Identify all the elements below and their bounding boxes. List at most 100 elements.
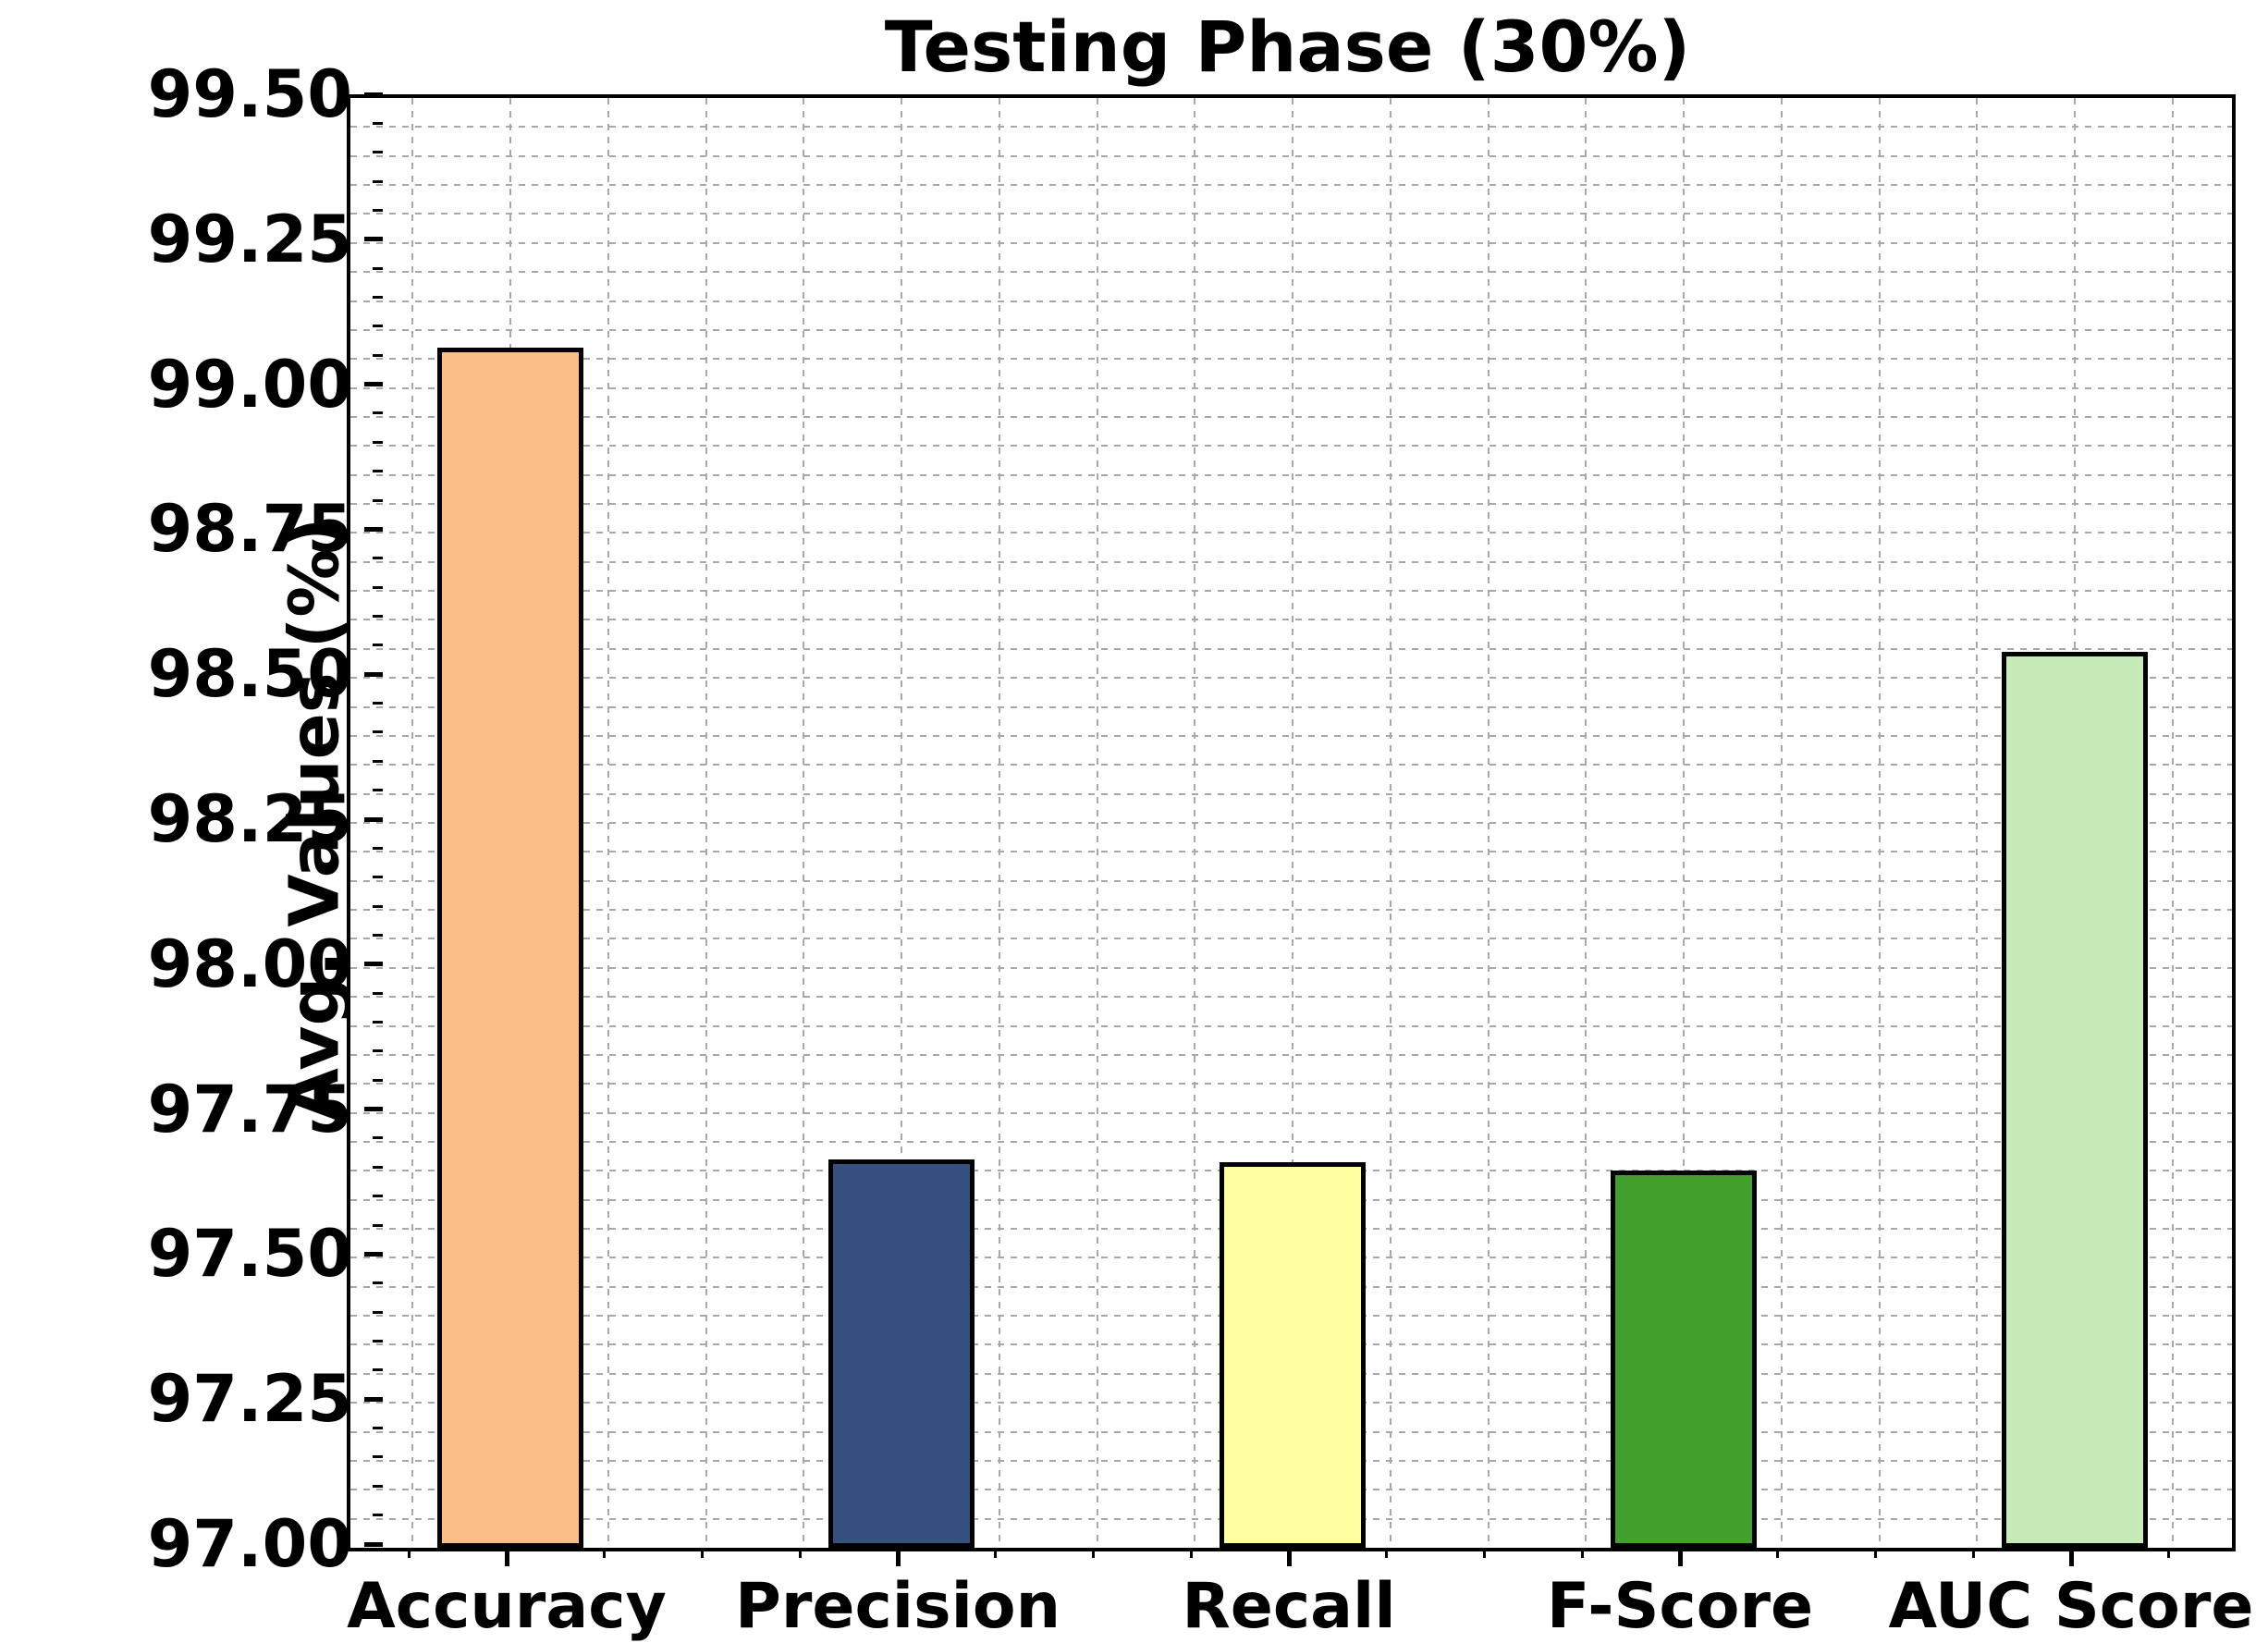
vertical-gridline [901,98,902,1548]
y-major-tick [364,1107,383,1112]
x-minor-tick [407,1548,411,1558]
y-major-tick [364,1541,383,1547]
y-major-tick [364,526,383,532]
y-minor-tick [373,1310,383,1314]
horizontal-gridline [350,851,2232,853]
y-major-tick [364,1251,383,1257]
horizontal-gridline [350,764,2232,766]
x-minor-tick [1385,1548,1389,1558]
y-minor-tick [373,1165,383,1169]
y-major-tick [364,962,383,967]
y-minor-tick [373,1136,383,1140]
vertical-gridline [1194,98,1196,1548]
vertical-gridline [998,98,1000,1548]
y-minor-tick [373,876,383,879]
vertical-gridline [1389,98,1391,1548]
x-minor-tick [1580,1548,1584,1558]
vertical-gridline [1780,98,1783,1548]
vertical-gridline [607,98,609,1548]
y-minor-tick [373,759,383,763]
y-minor-tick [373,904,383,908]
y-minor-tick [373,730,383,734]
y-minor-tick [373,991,383,995]
horizontal-gridline [350,300,2232,302]
x-category-label: Precision [734,1570,1061,1643]
vertical-gridline [2171,98,2174,1548]
y-tick-label: 99.50 [147,56,352,132]
y-minor-tick [373,1339,383,1343]
horizontal-gridline [350,328,2232,331]
y-major-tick [364,1396,383,1402]
y-tick-label: 98.00 [147,926,352,1002]
horizontal-gridline [350,734,2232,737]
horizontal-gridline [350,415,2232,418]
y-minor-tick [373,1455,383,1459]
bar-auc-score [2002,651,2148,1548]
chart-title: Testing Phase (30%) [884,6,1691,88]
y-tick-label: 97.75 [147,1071,352,1147]
horizontal-gridline [350,909,2232,912]
y-minor-tick [373,644,383,647]
horizontal-gridline [350,154,2232,157]
y-tick-label: 99.25 [147,201,352,277]
horizontal-gridline [350,792,2232,795]
y-minor-tick [373,1427,383,1430]
horizontal-gridline [350,560,2232,563]
x-minor-tick [994,1548,998,1558]
x-major-tick [1677,1548,1683,1566]
y-major-tick [364,671,383,677]
x-major-tick [504,1548,509,1566]
horizontal-gridline [350,677,2232,680]
y-minor-tick [373,1049,383,1053]
x-minor-tick [701,1548,704,1558]
vertical-gridline [1096,98,1098,1548]
y-minor-tick [373,208,383,212]
y-minor-tick [373,1021,383,1024]
bar-f-score [1611,1171,1757,1548]
y-minor-tick [373,296,383,300]
y-minor-tick [373,557,383,560]
x-category-label: F-Score [1546,1570,1814,1643]
horizontal-gridline [350,1111,2232,1114]
x-major-tick [2068,1548,2074,1566]
horizontal-gridline [350,1083,2232,1085]
horizontal-gridline [350,938,2232,940]
y-tick-label: 99.00 [147,346,352,423]
y-minor-tick [373,1281,383,1285]
horizontal-gridline [350,822,2232,824]
y-minor-tick [373,1195,383,1198]
y-tick-label: 97.00 [147,1506,352,1582]
y-minor-tick [373,121,383,125]
y-tick-label: 98.75 [147,491,352,568]
y-minor-tick [373,846,383,850]
y-tick-label: 98.25 [147,781,352,857]
y-minor-tick [373,1078,383,1082]
horizontal-gridline [350,386,2232,389]
y-tick-label: 97.50 [147,1216,352,1293]
y-minor-tick [373,585,383,589]
horizontal-gridline [350,1024,2232,1027]
horizontal-gridline [350,1140,2232,1143]
vertical-gridline [1878,98,1881,1548]
y-major-tick [364,382,383,387]
y-tick-label: 98.50 [147,636,352,713]
horizontal-gridline [350,184,2232,187]
bar-precision [828,1159,975,1548]
x-minor-tick [1971,1548,1975,1558]
vertical-gridline [1487,98,1490,1548]
y-major-tick [364,237,383,242]
vertical-gridline [1683,98,1685,1548]
horizontal-gridline [350,271,2232,274]
y-minor-tick [373,440,383,444]
y-major-tick [364,816,383,822]
y-minor-tick [373,353,383,357]
vertical-gridline [1976,98,1979,1548]
x-category-label: Accuracy [347,1570,667,1643]
horizontal-gridline [350,473,2232,476]
y-minor-tick [373,325,383,328]
vertical-gridline [1292,98,1293,1548]
y-tick-label: 97.25 [147,1361,352,1438]
horizontal-gridline [350,503,2232,506]
y-minor-tick [373,1484,383,1488]
horizontal-gridline [350,590,2232,593]
